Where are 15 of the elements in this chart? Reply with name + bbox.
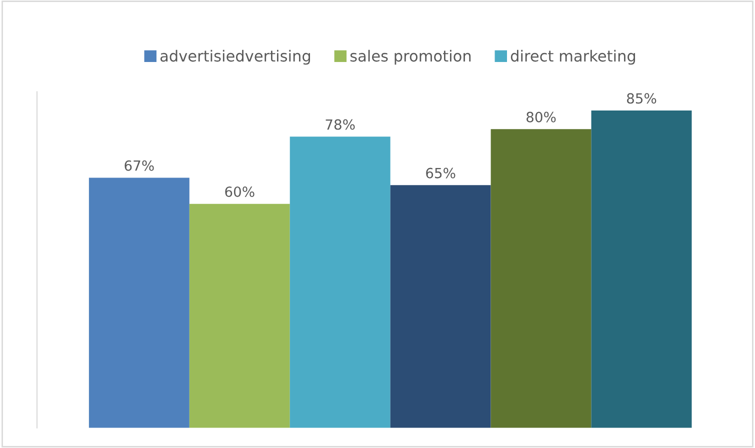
data-label: 80%	[526, 112, 556, 122]
legend-label: sales promotion	[350, 50, 471, 65]
bar	[591, 110, 692, 428]
data-label: 78%	[326, 119, 355, 130]
legend-label: direct marketing	[510, 50, 636, 65]
bar	[290, 136, 390, 428]
bar	[189, 204, 290, 428]
data-label: 85%	[627, 93, 656, 104]
bar	[390, 185, 491, 428]
data-label: 65%	[426, 168, 456, 178]
data-label: 67%	[124, 160, 154, 171]
bar	[88, 178, 190, 428]
bar	[490, 129, 592, 428]
data-label: 60%	[225, 186, 254, 197]
legend-label: advertisiedvertising	[160, 50, 310, 65]
